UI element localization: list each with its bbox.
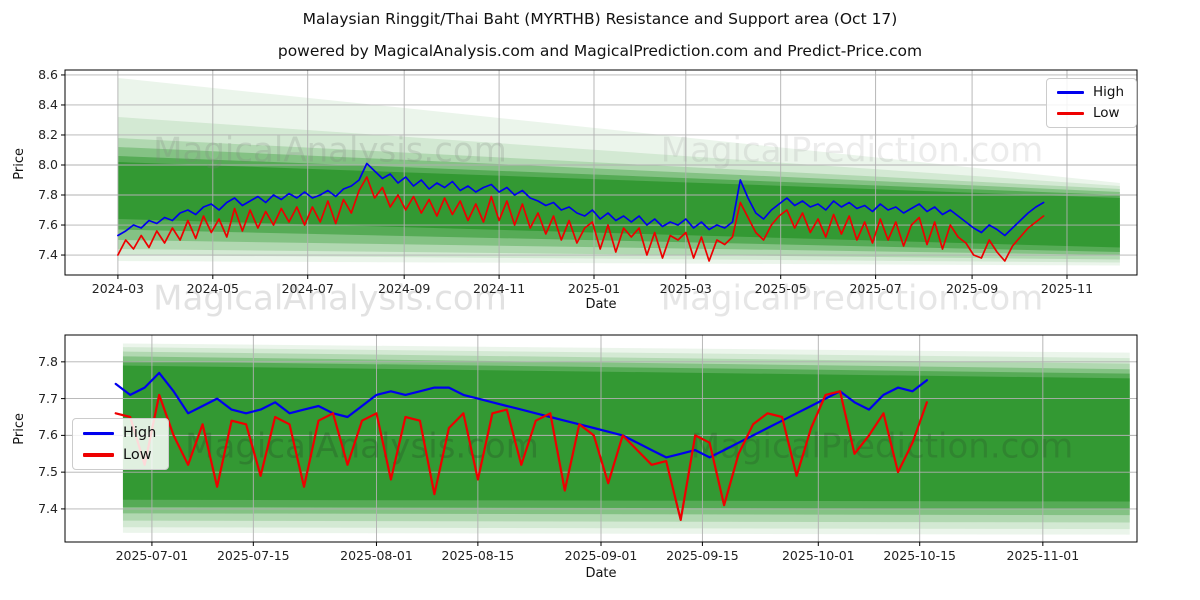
legend-label-low: Low bbox=[123, 446, 152, 463]
x-tick-label: 2025-03 bbox=[659, 281, 712, 296]
x-tick-label: 2025-11 bbox=[1040, 281, 1094, 296]
y-tick-label: 7.7 bbox=[38, 390, 58, 406]
high-line-swatch bbox=[83, 431, 114, 435]
y-tick-label: 7.8 bbox=[38, 187, 58, 202]
x-tick-label: 2025-05 bbox=[754, 281, 807, 296]
resistance-support-band bbox=[117, 146, 1120, 256]
resistance-support-band bbox=[117, 116, 1120, 263]
watermark-text: MagicalAnalysis.com bbox=[185, 427, 539, 467]
legend-label-high: High bbox=[1093, 84, 1125, 100]
legend-item-high: High bbox=[83, 426, 156, 441]
watermark-text: MagicalAnalysis.com bbox=[153, 131, 507, 171]
top-legend: High Low bbox=[1046, 78, 1138, 128]
watermark-text: MagicalPrediction.com bbox=[661, 279, 1044, 319]
x-tick-label: 2025-09-01 bbox=[564, 548, 638, 563]
legend-item-low: Low bbox=[1057, 104, 1124, 121]
watermark-text: MagicalAnalysis.com bbox=[153, 279, 507, 319]
high-line-swatch bbox=[1057, 91, 1084, 95]
bottom-x-axis-label: Date bbox=[585, 566, 617, 581]
x-tick-label: 2024-03 bbox=[91, 281, 144, 296]
y-tick-label: 7.6 bbox=[38, 217, 58, 233]
bottom-legend: High Low bbox=[72, 418, 170, 470]
x-tick-label: 2024-09 bbox=[378, 281, 431, 296]
y-tick-label: 7.4 bbox=[38, 247, 58, 263]
resistance-support-band bbox=[117, 137, 1120, 260]
low-line bbox=[114, 390, 929, 522]
x-tick-label: 2025-10-15 bbox=[883, 548, 957, 563]
watermark-text: MagicalPrediction.com bbox=[691, 427, 1074, 467]
chart-subtitle: powered by MagicalAnalysis.com and Magic… bbox=[277, 42, 923, 60]
y-tick-label: 8.4 bbox=[38, 96, 58, 112]
x-tick-label: 2025-09 bbox=[945, 281, 999, 296]
top-chart-plot: MagicalAnalysis.com MagicalPrediction.com… bbox=[61, 69, 1138, 319]
x-tick-label: 2025-07 bbox=[849, 281, 902, 296]
y-tick-label: 8.6 bbox=[38, 66, 58, 82]
legend-label-low: Low bbox=[1093, 104, 1120, 121]
resistance-support-band bbox=[117, 77, 1120, 266]
x-tick-label: 2025-11-01 bbox=[1006, 548, 1080, 563]
low-line-swatch bbox=[1057, 111, 1084, 115]
x-tick-label: 2025-08-01 bbox=[340, 548, 413, 563]
high-line bbox=[117, 162, 1045, 237]
top-x-axis-label: Date bbox=[585, 297, 617, 312]
x-tick-label: 2024-11 bbox=[472, 281, 526, 296]
x-tick-label: 2025-07-15 bbox=[216, 548, 290, 563]
y-tick-label: 7.6 bbox=[38, 427, 58, 443]
legend-label-high: High bbox=[123, 425, 157, 441]
x-tick-label: 2025-09-15 bbox=[666, 548, 739, 563]
low-line bbox=[117, 176, 1045, 262]
x-tick-label: 2025-10-01 bbox=[781, 548, 855, 563]
x-tick-label: 2024-07 bbox=[281, 281, 334, 296]
y-tick-label: 8.0 bbox=[38, 156, 58, 172]
x-tick-label: 2024-05 bbox=[186, 281, 239, 296]
y-tick-label: 7.4 bbox=[38, 500, 58, 516]
bottom-chart-plot: MagicalAnalysis.com MagicalPrediction.com bbox=[61, 334, 1138, 546]
y-tick-label: 7.5 bbox=[38, 464, 58, 480]
y-tick-label: 7.8 bbox=[38, 353, 58, 369]
x-tick-label: 2025-08-15 bbox=[441, 548, 515, 563]
high-line bbox=[114, 371, 929, 459]
legend-item-high: High bbox=[1057, 84, 1125, 100]
chart-title: Malaysian Ringgit/Thai Baht (MYRTHB) Res… bbox=[302, 10, 898, 28]
x-tick-label: 2025-07-01 bbox=[115, 548, 189, 563]
plot-frame bbox=[64, 69, 1138, 276]
y-tick-label: 8.2 bbox=[38, 126, 58, 142]
watermark-text: MagicalPrediction.com bbox=[661, 131, 1044, 171]
x-tick-label: 2025-01 bbox=[567, 281, 621, 296]
legend-item-low: Low bbox=[83, 446, 156, 463]
low-line-swatch bbox=[83, 453, 114, 457]
